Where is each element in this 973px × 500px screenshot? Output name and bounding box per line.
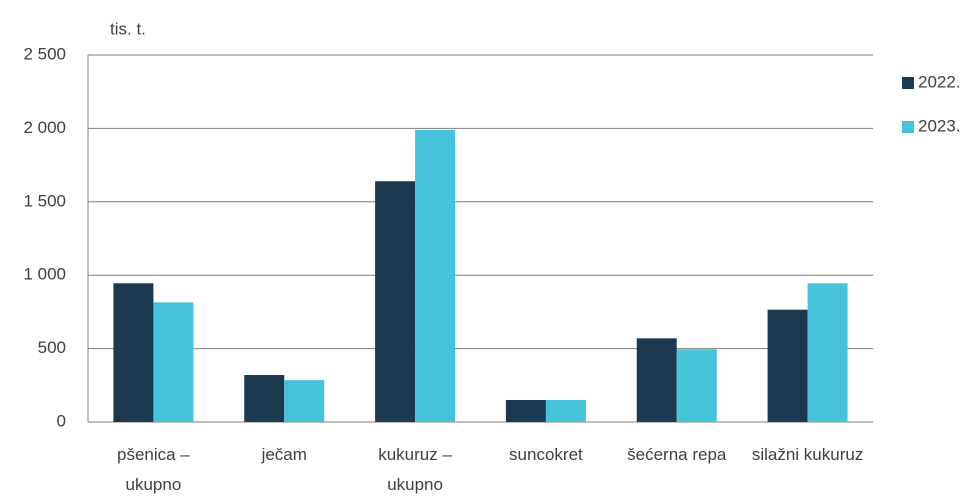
bar <box>153 302 194 422</box>
x-tick-label: suncokret <box>509 445 583 464</box>
bar <box>545 399 586 422</box>
bar <box>807 283 848 422</box>
bar <box>676 349 717 422</box>
y-unit-label: tis. t. <box>110 19 146 38</box>
legend-swatch <box>902 77 914 89</box>
bar <box>767 309 808 422</box>
bar <box>375 181 416 422</box>
y-tick-label: 500 <box>38 338 66 357</box>
bar <box>244 375 285 422</box>
y-tick-label: 1 500 <box>23 191 66 210</box>
bar <box>415 129 456 423</box>
x-tick-label: šećerna repa <box>627 445 727 464</box>
y-tick-label: 2 500 <box>23 44 66 63</box>
x-tick-label: ječam <box>261 445 307 464</box>
bar <box>636 338 677 422</box>
legend-label: 2023. <box>918 116 961 135</box>
y-tick-label: 1 000 <box>23 265 66 284</box>
bar <box>113 283 154 422</box>
bar <box>505 399 546 422</box>
y-tick-label: 2 000 <box>23 118 66 137</box>
legend-swatch <box>902 121 914 133</box>
y-tick-label: 0 <box>57 411 66 430</box>
legend-label: 2022. <box>918 72 961 91</box>
bar <box>284 380 325 422</box>
x-tick-label: pšenica – ukupno <box>117 445 190 494</box>
x-tick-label: kukuruz – ukupno <box>378 445 452 494</box>
x-tick-label: silažni kukuruz <box>751 445 864 464</box>
